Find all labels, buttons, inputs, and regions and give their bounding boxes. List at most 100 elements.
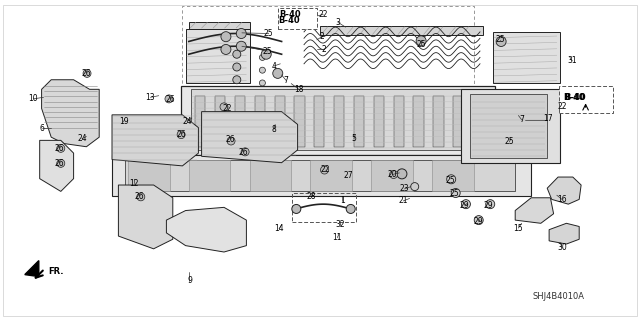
Circle shape (233, 50, 241, 58)
Circle shape (221, 32, 231, 42)
Text: 22: 22 (223, 104, 232, 113)
Polygon shape (40, 140, 74, 191)
Text: 2: 2 (321, 45, 326, 54)
Circle shape (165, 95, 173, 103)
Text: 29: 29 (474, 217, 484, 226)
Text: 22: 22 (321, 165, 330, 174)
Circle shape (397, 169, 407, 179)
Circle shape (390, 170, 397, 179)
Circle shape (416, 36, 426, 46)
Text: 17: 17 (543, 114, 553, 122)
Bar (461, 89, 560, 163)
Text: 12: 12 (130, 179, 139, 188)
Bar (125, 160, 515, 191)
Text: 25: 25 (264, 29, 274, 38)
Bar (250, 160, 291, 191)
Polygon shape (202, 112, 298, 163)
Text: FR.: FR. (48, 267, 63, 276)
Circle shape (346, 204, 355, 213)
Polygon shape (515, 198, 554, 223)
Bar (182, 6, 474, 89)
Bar (112, 155, 531, 196)
Text: 25: 25 (449, 189, 460, 198)
Text: 25: 25 (445, 176, 455, 185)
Text: 24: 24 (77, 134, 87, 143)
Text: 2: 2 (319, 32, 324, 41)
Text: 26: 26 (238, 148, 248, 157)
Bar (186, 29, 250, 83)
Text: 16: 16 (557, 195, 567, 204)
Bar (189, 22, 250, 29)
Circle shape (259, 55, 266, 60)
Circle shape (221, 44, 231, 55)
Circle shape (233, 63, 241, 71)
Text: 18: 18 (294, 85, 303, 94)
Bar (559, 86, 613, 113)
Bar (493, 32, 560, 83)
Text: 27: 27 (344, 171, 354, 180)
Bar (255, 96, 265, 147)
Text: 29: 29 (483, 201, 493, 210)
Text: 7: 7 (284, 76, 289, 85)
Text: 5: 5 (351, 134, 356, 143)
Circle shape (57, 159, 65, 167)
Circle shape (461, 200, 470, 209)
Text: 31: 31 (567, 56, 577, 65)
Text: 25: 25 (416, 40, 426, 49)
Polygon shape (118, 185, 173, 249)
Circle shape (259, 80, 266, 86)
Polygon shape (25, 261, 39, 277)
Text: 29: 29 (460, 201, 470, 210)
Bar (314, 96, 324, 147)
Text: 26: 26 (134, 192, 144, 201)
Circle shape (273, 68, 283, 78)
Text: B-40: B-40 (278, 16, 300, 25)
Circle shape (236, 28, 246, 39)
Text: 22: 22 (557, 102, 566, 111)
Text: 9: 9 (187, 276, 192, 285)
Circle shape (321, 166, 328, 174)
Circle shape (292, 204, 301, 213)
Bar (470, 94, 547, 158)
Bar (374, 96, 384, 147)
Circle shape (57, 144, 65, 152)
Text: 15: 15 (513, 224, 524, 233)
Text: 7: 7 (519, 115, 524, 124)
Circle shape (486, 200, 495, 209)
Circle shape (236, 41, 246, 51)
Bar (278, 8, 317, 29)
Polygon shape (166, 207, 246, 252)
Bar (433, 96, 444, 147)
Text: 4: 4 (271, 62, 276, 70)
Circle shape (474, 216, 483, 225)
Bar (310, 160, 352, 191)
Text: 8: 8 (271, 125, 276, 134)
Text: 10: 10 (28, 94, 38, 103)
Bar (128, 160, 170, 191)
Text: 1: 1 (340, 197, 345, 205)
Text: 26: 26 (177, 130, 187, 139)
Bar (354, 96, 364, 147)
Circle shape (496, 36, 506, 47)
Bar (189, 160, 230, 191)
Text: 13: 13 (145, 93, 156, 102)
Bar (371, 160, 413, 191)
Text: 22: 22 (319, 10, 328, 19)
Circle shape (447, 175, 456, 184)
Circle shape (261, 49, 271, 59)
Text: B-40: B-40 (280, 10, 301, 19)
Bar (195, 96, 205, 147)
Text: 24: 24 (182, 117, 192, 126)
Text: 3: 3 (335, 18, 340, 27)
Text: 26: 26 (81, 69, 92, 78)
Polygon shape (547, 177, 581, 204)
Text: 30: 30 (557, 243, 567, 252)
Text: 11: 11 (333, 233, 342, 242)
Bar (292, 193, 356, 222)
Polygon shape (112, 115, 198, 166)
Bar (453, 96, 463, 147)
Text: 25: 25 (262, 47, 273, 56)
Bar (413, 96, 424, 147)
Bar (191, 89, 485, 150)
Text: SHJ4B4010A: SHJ4B4010A (532, 293, 584, 301)
